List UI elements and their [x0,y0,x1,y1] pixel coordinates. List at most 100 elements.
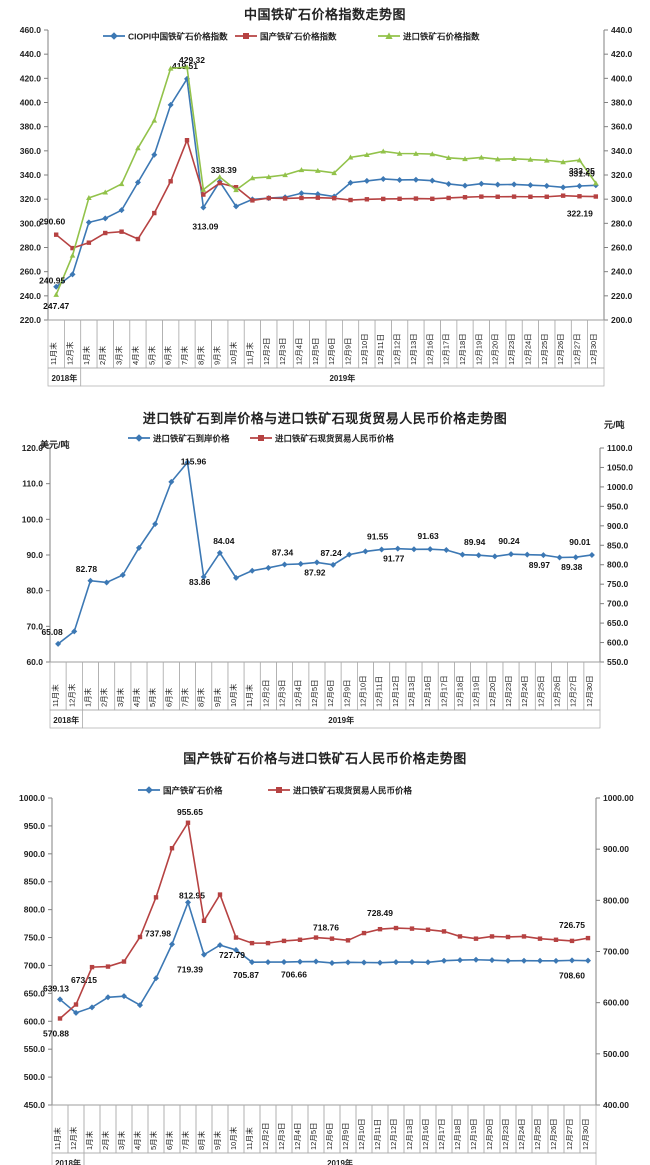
right-axis-tick-label: 260.0 [611,243,633,253]
data-point-marker [233,203,240,210]
right-axis-tick-label: 1050.0 [607,462,633,472]
x-axis-tick-label: 2月末 [99,687,109,707]
left-axis-tick-label: 280.0 [20,243,42,253]
x-axis-tick-label: 12月5日 [310,679,319,707]
x-axis-tick-label: 9月末 [212,1130,222,1150]
left-axis-tick-label: 240.0 [20,291,42,301]
data-point-marker [527,156,534,162]
x-axis-tick-label: 8月末 [195,345,205,365]
data-label: 812.95 [179,890,205,900]
x-axis-tick-label: 12月30日 [581,1118,590,1150]
right-axis-tick-label: 380.0 [611,98,633,108]
data-label: 91.63 [418,531,440,541]
x-axis-tick-label: 12月12日 [389,1118,398,1150]
data-point-marker [265,940,271,946]
right-axis-tick-label: 220.0 [611,291,633,301]
data-point-marker [89,964,95,970]
data-point-marker [396,176,403,183]
data-point-marker [569,957,575,964]
right-axis-tick-label: 280.0 [611,218,633,228]
left-axis-tick-label: 950.0 [24,821,46,831]
data-point-marker [553,957,559,964]
left-axis-tick-label: 800.0 [24,905,46,915]
x-axis-tick-label: 12月19日 [472,675,481,707]
data-point-marker [385,32,393,39]
data-point-marker [57,996,63,1003]
x-axis-tick-label: 12月3日 [278,337,287,365]
data-point-marker [217,942,223,949]
x-axis-tick-label: 12月10日 [357,1118,366,1150]
chart-domestic-vs-import-rmb-price: 国产铁矿石价格与进口铁矿石人民币价格走势图 450.0 500.0 550.0 600… [0,751,650,1165]
data-point-marker [297,958,303,965]
data-point-marker [380,175,387,182]
data-label: 91.77 [383,554,405,564]
data-point-marker [576,182,583,189]
right-axis-tick-label: 360.0 [611,122,633,132]
data-point-marker [315,167,321,173]
x-axis-tick-label: 7月末 [179,345,189,365]
data-point-marker [233,935,239,940]
x-axis-tick-label: 7月末 [180,1130,190,1150]
x-axis-tick-label: 12月23日 [504,675,513,707]
right-axis-tick-label: 200.0 [611,315,633,325]
x-axis-tick-label: 12月25日 [540,333,549,365]
data-point-marker [73,1009,79,1016]
x-axis-tick-label: 4月末 [132,1130,142,1150]
data-point-marker [489,957,495,964]
data-point-marker [249,175,256,181]
left-axis-tick-label: 300.0 [20,218,42,228]
data-point-marker [511,194,517,199]
data-point-marker [103,230,108,236]
data-point-marker [585,957,591,964]
data-point-marker [576,157,583,163]
x-axis-tick-label: 12月11日 [375,676,384,707]
x-axis-tick-label: 12月5日 [311,337,320,365]
x-axis-tick-label: 8月末 [196,687,206,707]
left-axis-tick-label: 850.0 [24,877,46,887]
x-axis-tick-label: 12月27日 [565,1118,574,1150]
data-point-marker [364,197,370,202]
data-point-marker [53,232,59,237]
x-axis-tick-label: 12月18日 [458,333,467,365]
data-point-marker [537,957,543,964]
data-point-marker [560,184,567,191]
data-label: 419.51 [172,61,198,71]
data-point-marker [521,957,527,964]
legend-label-1: 国产铁矿石价格指数 [260,32,337,42]
data-point-marker [200,573,207,580]
data-label: 89.94 [464,537,486,547]
x-axis-tick-label: 12月6日 [327,337,336,365]
data-point-marker [297,937,303,942]
data-point-marker [217,892,223,897]
data-point-marker [298,167,305,173]
x-axis-tick-label: 12月17日 [437,1118,446,1150]
x-axis-tick-label: 12月4日 [294,679,303,707]
data-point-marker [361,959,367,966]
data-point-marker [233,946,239,953]
data-point-marker [243,33,249,39]
data-point-marker [445,155,452,161]
legend-label-0: CIOPI中国铁矿石价格指数 [128,32,228,42]
data-label: 290.60 [39,217,65,227]
data-point-marker [329,936,335,941]
data-point-marker [313,559,320,566]
data-point-marker [217,180,222,186]
x-axis-tick-label: 12月16日 [423,675,432,707]
data-label: 313.09 [192,222,218,232]
data-point-marker [249,940,255,946]
data-point-marker [331,170,337,176]
year-cell-2019 [83,1152,597,1165]
data-point-marker [363,177,370,184]
data-point-marker [184,138,190,143]
data-point-marker [135,434,143,442]
data-label: 82.78 [76,564,98,574]
x-axis-tick-label: 12月2日 [262,337,271,365]
right-axis-tick-label: 420.0 [611,49,633,59]
data-label: 639.13 [43,983,69,993]
data-label: 331.49 [569,168,595,178]
data-label: 83.86 [189,577,211,587]
data-point-marker [266,195,271,201]
data-point-marker [184,64,190,70]
x-axis-tick-label: 11月末 [48,342,58,365]
data-point-marker [494,181,501,188]
